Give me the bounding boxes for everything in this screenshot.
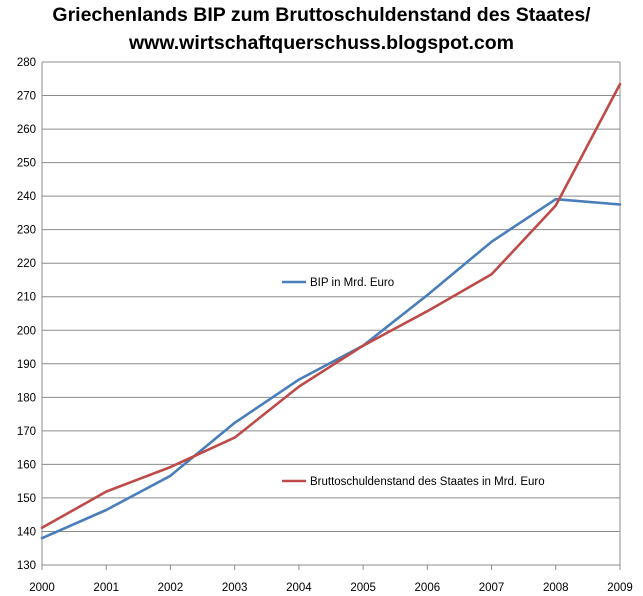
legend-label-0: BIP in Mrd. Euro	[310, 277, 394, 289]
x-tick-label: 2009	[607, 582, 633, 594]
y-tick-label: 170	[17, 426, 36, 438]
y-tick-label: 280	[17, 57, 36, 69]
y-tick-label: 260	[17, 124, 36, 136]
x-tick-label: 2003	[222, 582, 248, 594]
gridlines	[42, 61, 620, 532]
x-axis-ticks: 2000 2001 2002 2003 2004 2005 2006 2007 2008 2009	[29, 565, 633, 594]
axes	[41, 62, 621, 566]
x-tick-label: 2000	[29, 582, 55, 594]
y-tick-label: 270	[17, 91, 36, 103]
chart-title-line-1: Griechenlands BIP zum Bruttoschuldenstan…	[52, 4, 591, 26]
y-tick-label: 150	[17, 493, 36, 505]
legend-label-1: Bruttoschuldenstand des Staates in Mrd. …	[310, 476, 545, 488]
legend: BIP in Mrd. Euro Bruttoschuldenstand des …	[282, 277, 545, 488]
y-tick-label: 220	[17, 258, 36, 270]
x-tick-label: 2004	[286, 582, 312, 594]
y-tick-label: 160	[17, 459, 36, 471]
series-line-1	[40, 82, 622, 530]
y-tick-label: 250	[17, 158, 36, 170]
series-lines	[40, 82, 622, 540]
x-tick-label: 2005	[350, 582, 376, 594]
x-tick-label: 2008	[543, 582, 569, 594]
x-tick-label: 2007	[479, 582, 505, 594]
x-tick-label: 2006	[415, 582, 441, 594]
series-line-0	[40, 197, 622, 540]
y-axis-ticks: 130 140 150 160 170 180 190 200 210 220 230 240 250 2…	[17, 57, 36, 572]
chart-title-line-2: www.wirtschaftquerschuss.blogspot.com	[128, 32, 514, 54]
y-tick-label: 190	[17, 359, 36, 371]
x-tick-label: 2002	[158, 582, 184, 594]
y-tick-label: 140	[17, 526, 36, 538]
y-tick-label: 180	[17, 392, 36, 404]
x-tick-label: 2001	[93, 582, 119, 594]
y-tick-label: 200	[17, 325, 36, 337]
y-tick-label: 240	[17, 191, 36, 203]
y-tick-label: 230	[17, 225, 36, 237]
y-tick-label: 210	[17, 292, 36, 304]
y-tick-label: 130	[17, 560, 36, 572]
